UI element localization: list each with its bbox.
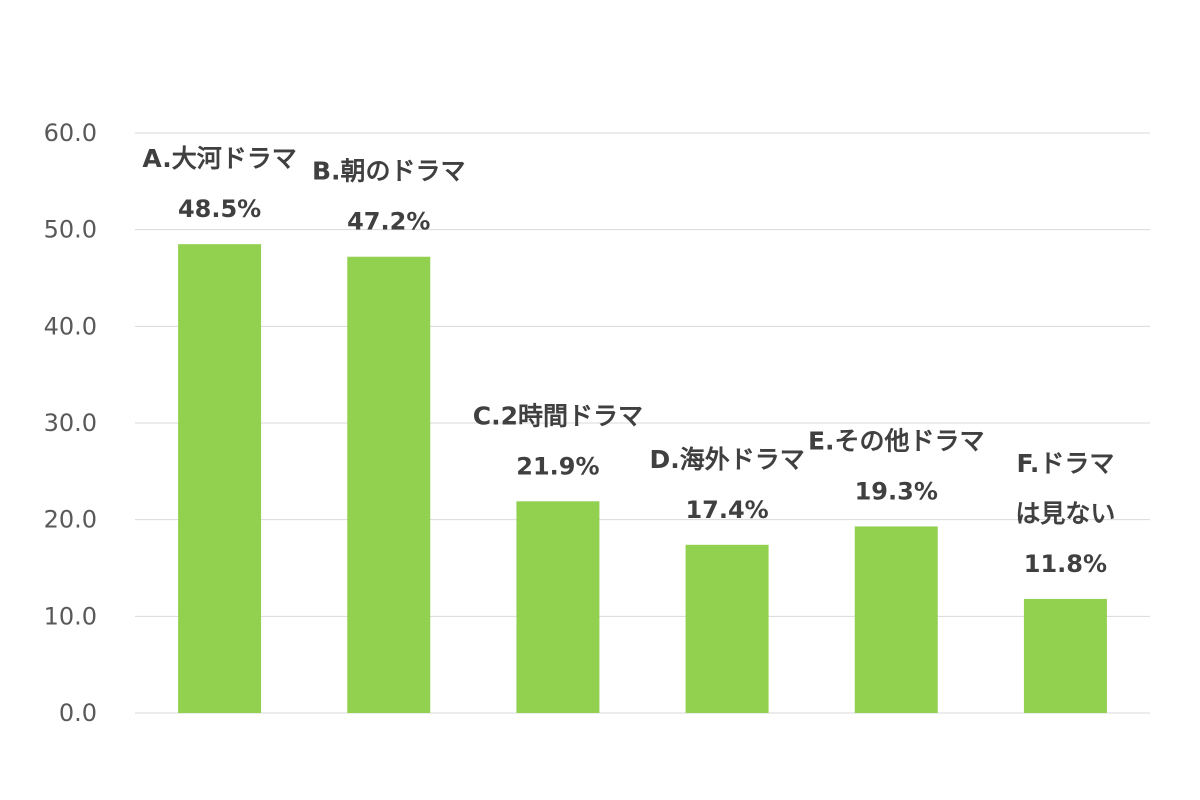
category-label: A.大河ドラマ xyxy=(142,144,296,173)
category-label: B.朝のドラマ xyxy=(312,157,466,186)
category-label: C.2時間ドラマ xyxy=(473,401,643,430)
y-tick-label: 50.0 xyxy=(44,216,97,244)
bar xyxy=(854,526,938,713)
bar xyxy=(1023,598,1107,713)
data-label: 17.4% xyxy=(685,496,768,524)
data-label: 19.3% xyxy=(855,477,938,505)
bar xyxy=(685,544,769,713)
category-label: F.ドラマ xyxy=(1016,449,1114,478)
data-label: 47.2% xyxy=(347,208,430,236)
y-tick-label: 20.0 xyxy=(44,506,97,534)
bar xyxy=(347,256,431,713)
y-tick-label: 40.0 xyxy=(44,312,97,340)
category-label: D.海外ドラマ xyxy=(649,445,804,474)
y-tick-label: 30.0 xyxy=(44,409,97,437)
y-tick-label: 10.0 xyxy=(44,602,97,630)
category-label: は見ない xyxy=(1015,499,1115,528)
data-label: 48.5% xyxy=(178,195,261,223)
bar xyxy=(178,244,262,713)
bar xyxy=(516,501,600,713)
data-label: 11.8% xyxy=(1024,550,1107,578)
y-tick-label: 0.0 xyxy=(59,699,97,727)
data-label: 21.9% xyxy=(516,452,599,480)
y-tick-label: 60.0 xyxy=(44,119,97,147)
category-label: E.その他ドラマ xyxy=(808,426,985,455)
